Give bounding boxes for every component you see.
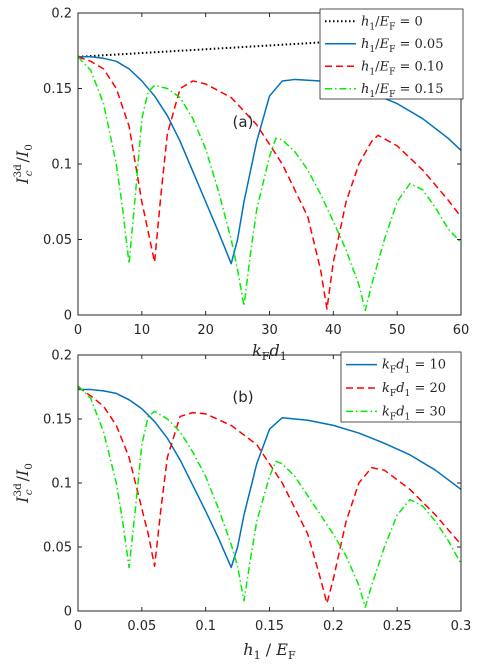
y-tick-label: 0.15 bbox=[43, 413, 72, 428]
x-tick-label: 0.3 bbox=[451, 619, 472, 634]
legend-entry-1: kFd1 = 10 bbox=[382, 358, 446, 376]
x-tick-label: 40 bbox=[325, 323, 342, 338]
x-tick-label: 0.05 bbox=[127, 619, 156, 634]
x-axis-label: kFd1 bbox=[252, 341, 287, 363]
y-tick-label: 0.2 bbox=[51, 7, 72, 22]
series-line-4 bbox=[78, 56, 461, 312]
y-axis-label: I3dc/I0 bbox=[12, 463, 35, 504]
y-axis-label: I3dc/I0 bbox=[12, 144, 35, 185]
panel-label: (b) bbox=[232, 388, 253, 406]
x-tick-label: 0.1 bbox=[195, 619, 216, 634]
x-tick-label: 30 bbox=[261, 323, 278, 338]
legend-entry-2: h1/EF = 0.05 bbox=[361, 37, 443, 55]
chart-panel-a: 0 10 20 30 40 50 60 0 0.05 0.1 0.15 0.2 (a) kFd1 I3dc/… bbox=[12, 7, 469, 364]
series-line-1 bbox=[78, 388, 461, 569]
x-tick-label: 20 bbox=[197, 323, 214, 338]
y-axis-label-text: I3dc/I0 bbox=[12, 144, 35, 185]
x-tick-label: 0.25 bbox=[383, 619, 412, 634]
y-tick-label: 0.1 bbox=[51, 158, 72, 173]
chart-panel-b: 0 0.05 0.1 0.15 0.2 0.25 0.3 0 0.05 0.1 0.15 0.2 (b)… bbox=[12, 349, 471, 663]
series-line-2 bbox=[78, 386, 461, 605]
y-tick-label: 0.05 bbox=[43, 541, 72, 556]
x-tick-label: 0 bbox=[74, 323, 82, 338]
x-tick-label: 0 bbox=[74, 619, 82, 634]
y-tick-label: 0.1 bbox=[51, 477, 72, 492]
plot-area bbox=[78, 385, 461, 608]
panel-label: (a) bbox=[233, 113, 254, 131]
x-tick-label: 10 bbox=[134, 323, 151, 338]
legend: h1/EF = 0 h1/EF = 0.05 h1/EF = 0.10 h1/EF =… bbox=[319, 8, 464, 100]
series-line-3 bbox=[78, 385, 461, 608]
y-axis-label-text: I3dc/I0 bbox=[12, 463, 35, 504]
x-tick-label: 60 bbox=[453, 323, 470, 338]
legend-entry-3: kFd1 = 30 bbox=[382, 404, 446, 422]
y-tick-label: 0.05 bbox=[43, 233, 72, 248]
legend-entry-2: kFd1 = 20 bbox=[382, 381, 446, 399]
legend-box bbox=[340, 351, 462, 423]
legend: kFd1 = 10 kFd1 = 20 kFd1 = 30 bbox=[340, 351, 462, 423]
legend-entry-4: h1/EF = 0.15 bbox=[361, 82, 443, 100]
x-tick-label: 0.15 bbox=[255, 619, 284, 634]
legend-box bbox=[319, 8, 464, 100]
x-tick-label: 0.2 bbox=[323, 619, 344, 634]
y-tick-label: 0 bbox=[64, 309, 72, 324]
y-tick-label: 0.15 bbox=[43, 82, 72, 97]
x-axis-label: h1 / EF bbox=[243, 640, 296, 662]
legend-entry-1: h1/EF = 0 bbox=[361, 14, 423, 32]
y-tick-label: 0.2 bbox=[51, 349, 72, 364]
legend-entry-3: h1/EF = 0.10 bbox=[361, 59, 443, 77]
y-tick-label: 0 bbox=[64, 605, 72, 620]
x-tick-label: 50 bbox=[389, 323, 406, 338]
